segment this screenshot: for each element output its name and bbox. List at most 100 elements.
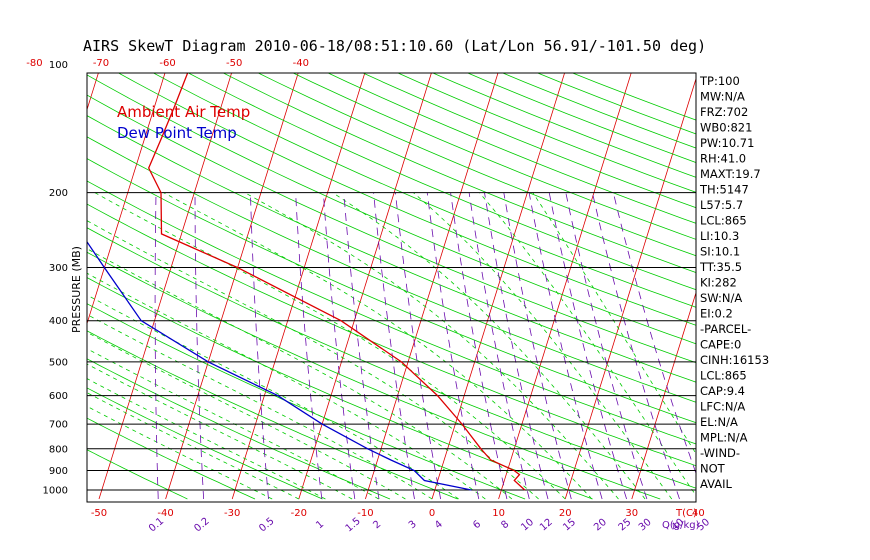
isotherm-line — [431, 73, 566, 500]
background-lines — [0, 65, 870, 500]
mixing-ratio-line — [194, 192, 204, 500]
mixing-ratio-label: 30 — [637, 517, 654, 534]
index-text: KI:282 — [700, 276, 737, 290]
mixing-ratio-label: 20 — [592, 517, 609, 534]
y-tick-label: 200 — [49, 188, 68, 199]
mixing-ratio-label: 25 — [617, 517, 634, 534]
plot-frame — [86, 72, 697, 503]
isotherm-line — [765, 65, 870, 499]
index-text: CAPE:0 — [700, 338, 741, 352]
bottom-tick-label: -40 — [157, 508, 173, 519]
moist-adiabat-line — [163, 192, 593, 500]
index-text: LCL:865 — [700, 369, 747, 383]
index-text: AVAIL — [700, 477, 733, 491]
isotherm-line — [564, 77, 696, 500]
moist-adiabat-line — [532, 192, 696, 455]
y-tick-label: 300 — [49, 263, 68, 274]
index-text: FRZ:702 — [700, 105, 748, 119]
profile-line-series — [147, 73, 526, 491]
legend-entry: Dew Point Temp — [117, 124, 237, 142]
dry-adiabat-line — [87, 251, 661, 500]
mixing-ratio-line — [426, 192, 480, 500]
moist-adiabat-line — [87, 378, 326, 500]
profile-line-series — [87, 240, 472, 491]
y-tick-label: 800 — [49, 444, 68, 455]
y-tick-label: 100 — [49, 60, 68, 71]
dry-adiabat-line — [292, 73, 696, 240]
index-text: TP:100 — [699, 74, 740, 88]
y-tick-label: 600 — [49, 391, 68, 402]
dry-adiabat-line — [501, 73, 696, 149]
moist-adiabat-line — [332, 192, 646, 500]
chart-title: AIRS SkewT Diagram 2010-06-18/08:51:10.6… — [83, 37, 706, 55]
legend-entry: Ambient Air Temp — [117, 103, 250, 121]
top-tick-label: -40 — [293, 58, 309, 69]
moist-adiabat-line — [87, 220, 539, 500]
index-text: -PARCEL- — [700, 322, 751, 336]
mixing-ratio-line — [395, 192, 441, 500]
moist-adiabat-line — [87, 248, 513, 500]
moist-adiabat-line — [94, 192, 566, 500]
mixing-ratio-line — [154, 192, 159, 500]
mixing-ratio-label: 0.5 — [257, 516, 276, 535]
isotherm-line — [0, 65, 34, 499]
dry-adiabat-line — [257, 73, 696, 257]
isotherm-line — [498, 73, 632, 500]
isotherm-line — [165, 73, 299, 500]
mixing-ratio-label: 2 — [371, 519, 383, 532]
moist-adiabat-line — [87, 405, 273, 500]
index-text: LFC:N/A — [700, 400, 745, 414]
mixing-ratio-line — [565, 192, 648, 500]
dry-adiabat-line — [117, 73, 696, 326]
index-text: NOT — [700, 462, 726, 476]
index-text: WB0:821 — [700, 121, 752, 135]
mixing-ratio-unit-label: Q(g/kg) — [662, 520, 700, 531]
dry-adiabat-line — [431, 73, 696, 178]
bottom-tick-label: 20 — [559, 508, 572, 519]
dry-adiabat-line — [87, 74, 696, 345]
dry-adiabat-line — [327, 73, 696, 224]
top-tick-label: -60 — [159, 58, 175, 69]
y-tick-label: 900 — [49, 466, 68, 477]
mixing-ratio-line — [484, 192, 549, 500]
isotherm-line — [631, 291, 696, 500]
dry-adiabat-line — [87, 115, 696, 383]
index-text: LCL:865 — [700, 214, 747, 228]
legend: Ambient Air Temp Dew Point Temp — [117, 103, 250, 142]
mixing-ratio-label: 8 — [499, 519, 511, 532]
isotherm-line — [231, 73, 366, 500]
mixing-ratio-label: 0.2 — [192, 516, 211, 535]
mixing-ratio-label: 6 — [471, 519, 483, 532]
mixing-ratio-label: 4 — [433, 519, 445, 532]
moist-adiabat-line — [87, 331, 406, 500]
top-tick-label: -70 — [93, 58, 109, 69]
mixing-ratio-label: 3 — [407, 519, 419, 532]
mixing-ratio-line — [250, 192, 269, 500]
moist-adiabat-line — [244, 192, 619, 500]
index-text: PW:10.71 — [700, 136, 754, 150]
mixing-ratio-line — [592, 192, 680, 500]
mixing-ratio-label: 10 — [519, 517, 536, 534]
profile-lines — [87, 73, 526, 491]
top-tick-label: -50 — [226, 58, 242, 69]
dry-adiabat-line — [152, 73, 696, 308]
moist-adiabat-line — [87, 348, 379, 500]
mixing-ratio-line — [343, 192, 380, 500]
index-text: EI:0.2 — [700, 307, 733, 321]
moist-adiabat-line — [413, 192, 673, 500]
index-text: MAXT:19.7 — [700, 167, 761, 181]
mixing-ratio-label: 1 — [314, 519, 326, 532]
isotherm-line — [87, 73, 99, 111]
moist-adiabat-line — [87, 313, 433, 500]
moist-adiabat-line — [87, 294, 459, 500]
top-axis: -120-110-100-90-80-70-60-50-40 — [26, 58, 309, 69]
dry-adiabat-line — [87, 449, 188, 500]
index-text: TH:5147 — [699, 183, 749, 197]
mixing-ratio-line — [468, 192, 530, 500]
mixing-ratio-label: 12 — [538, 517, 555, 534]
index-text: -WIND- — [700, 446, 740, 460]
dry-adiabat-line — [87, 303, 526, 500]
index-text: RH:41.0 — [700, 152, 746, 166]
